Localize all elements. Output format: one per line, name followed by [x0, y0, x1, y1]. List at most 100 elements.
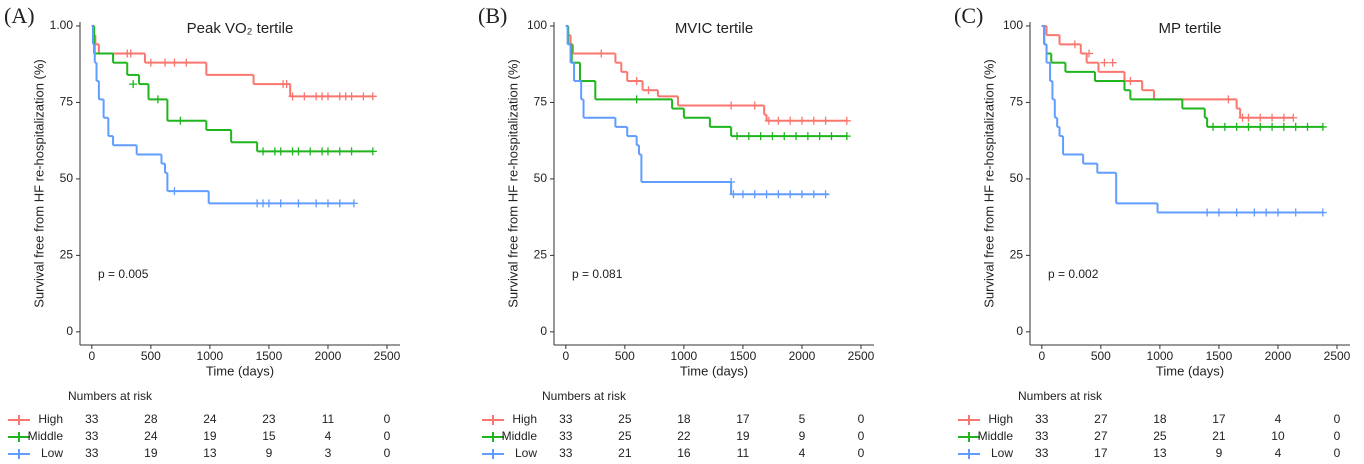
censor-mark	[1070, 40, 1079, 49]
chart-title: MP tertile	[1158, 20, 1221, 37]
risk-table-title: Numbers at risk	[1018, 389, 1103, 403]
censor-mark	[1250, 208, 1259, 217]
censor-mark	[1256, 122, 1265, 131]
censor-mark	[797, 116, 806, 125]
risk-count: 0	[384, 429, 391, 443]
censor-mark	[1318, 208, 1327, 217]
legend-symbol	[482, 449, 504, 459]
risk-count: 0	[1334, 429, 1341, 443]
censor-mark	[323, 147, 332, 156]
risk-count: 19	[144, 446, 158, 460]
annotation: p = 0.005	[98, 267, 149, 281]
survival-curve	[565, 24, 851, 125]
risk-count: 33	[559, 412, 573, 426]
censor-mark	[842, 116, 851, 125]
x-tick-label: 0	[88, 349, 95, 363]
censor-mark	[170, 187, 179, 196]
censor-mark	[842, 132, 851, 141]
survival-curve	[91, 24, 377, 156]
risk-count: 21	[618, 446, 632, 460]
censor-mark	[750, 190, 759, 199]
risk-count: 33	[559, 446, 573, 460]
y-tick-label: 50	[60, 171, 74, 185]
risk-count: 27	[1094, 412, 1108, 426]
risk-count: 33	[85, 412, 99, 426]
censor-mark	[359, 92, 368, 101]
risk-count: 4	[799, 446, 806, 460]
censor-mark	[821, 116, 830, 125]
risk-count: 0	[384, 412, 391, 426]
x-tick-label: 500	[1091, 349, 1111, 363]
censor-mark	[347, 147, 356, 156]
legend-symbol	[958, 449, 980, 459]
survival-curve	[1041, 24, 1327, 217]
censor-mark	[827, 132, 836, 141]
x-tick-label: 1500	[256, 349, 283, 363]
x-tick-label: 2000	[1265, 349, 1292, 363]
risk-count: 16	[677, 446, 691, 460]
censor-mark	[306, 147, 315, 156]
legend-label: High	[512, 412, 537, 426]
survival-curve	[91, 24, 358, 208]
x-tick-label: 0	[562, 349, 569, 363]
chart-title: Peak VO₂ tertile	[187, 20, 294, 37]
censor-mark	[762, 190, 771, 199]
legend-symbol	[958, 432, 980, 442]
censor-mark	[1273, 208, 1282, 217]
censor-mark	[644, 86, 653, 95]
risk-count: 0	[858, 429, 865, 443]
censor-mark	[821, 190, 830, 199]
risk-count: 17	[1094, 446, 1108, 460]
risk-count: 19	[736, 429, 750, 443]
censor-mark	[276, 147, 285, 156]
risk-count: 27	[1094, 429, 1108, 443]
risk-count: 22	[677, 429, 691, 443]
y-tick-label: 0	[540, 324, 547, 338]
censor-mark	[282, 80, 291, 89]
risk-count: 4	[1275, 446, 1282, 460]
risk-count: 13	[1153, 446, 1167, 460]
censor-mark	[1232, 208, 1241, 217]
risk-count: 0	[1334, 446, 1341, 460]
risk-count: 25	[618, 429, 632, 443]
risk-count: 11	[737, 446, 750, 460]
censor-mark	[1289, 113, 1298, 122]
censor-mark	[276, 199, 285, 208]
risk-count: 9	[1216, 446, 1223, 460]
x-axis-title: Time (days)	[1156, 363, 1224, 378]
risk-count: 17	[1212, 412, 1226, 426]
risk-count: 23	[262, 412, 276, 426]
censor-mark	[774, 116, 783, 125]
censor-mark	[733, 132, 742, 141]
censor-mark	[1262, 208, 1271, 217]
censor-mark	[1318, 122, 1327, 131]
risk-count: 18	[677, 412, 691, 426]
y-tick-label: 75	[60, 95, 74, 109]
censor-mark	[786, 190, 795, 199]
risk-count: 24	[203, 412, 217, 426]
y-tick-label: 75	[534, 95, 548, 109]
panel-label: (B)	[478, 3, 507, 28]
chart-title: MVIC tertile	[675, 20, 753, 37]
censor-mark	[1203, 208, 1212, 217]
censor-mark	[264, 199, 273, 208]
legend-label: Middle	[28, 429, 64, 443]
x-tick-label: 500	[141, 349, 161, 363]
censor-mark	[756, 132, 765, 141]
censor-mark	[803, 132, 812, 141]
risk-count: 33	[559, 429, 573, 443]
censor-mark	[744, 132, 753, 141]
censor-mark	[1268, 122, 1277, 131]
censor-mark	[1279, 113, 1288, 122]
y-tick-label: 100	[527, 18, 547, 32]
x-axis-title: Time (days)	[206, 363, 274, 378]
censor-mark	[792, 132, 801, 141]
risk-table-title: Numbers at risk	[542, 389, 627, 403]
censor-mark	[1108, 58, 1117, 67]
censor-mark	[146, 58, 155, 67]
risk-count: 33	[1035, 446, 1049, 460]
legend-label: High	[38, 412, 63, 426]
